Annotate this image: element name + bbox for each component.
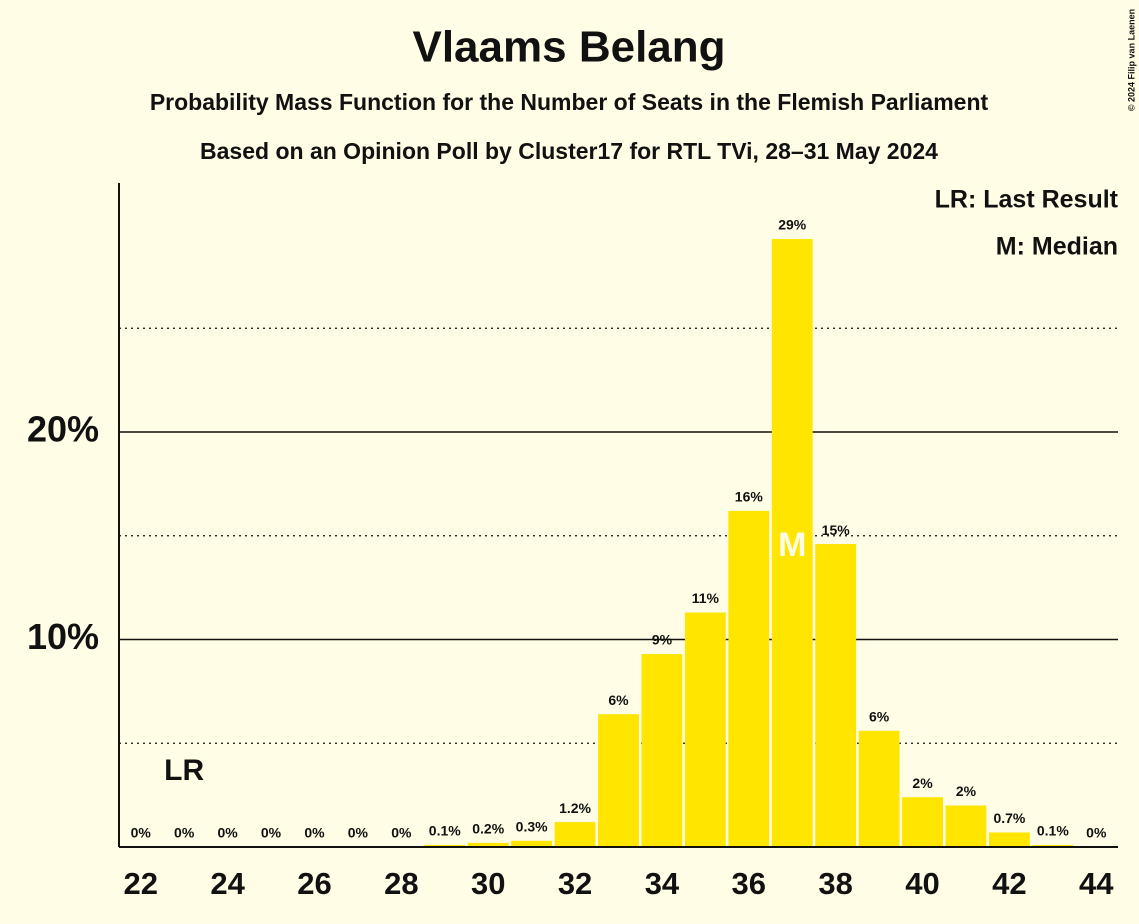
x-tick-label: 44 xyxy=(1079,866,1114,901)
bar xyxy=(554,822,596,847)
bar xyxy=(1032,844,1074,847)
data-label: 0.3% xyxy=(516,818,548,834)
data-label: 0.7% xyxy=(993,810,1025,826)
x-tick-label: 26 xyxy=(297,866,331,901)
data-label: 0% xyxy=(348,825,369,841)
x-tick-label: 28 xyxy=(384,866,418,901)
data-label: 9% xyxy=(652,632,673,648)
copyright: © 2024 Filip van Laenen xyxy=(1126,9,1136,111)
bar xyxy=(902,797,943,847)
bar xyxy=(424,844,466,847)
data-label: 0% xyxy=(261,825,282,841)
bar xyxy=(511,840,553,847)
data-label: 0% xyxy=(1086,825,1107,841)
data-label: 2% xyxy=(956,783,977,799)
data-label: 0% xyxy=(391,825,412,841)
x-tick-label: 24 xyxy=(210,866,245,901)
data-label: 0.2% xyxy=(472,821,504,837)
bar xyxy=(815,544,857,847)
data-label: 15% xyxy=(822,522,851,538)
bar xyxy=(728,510,770,847)
x-tick-label: 32 xyxy=(558,866,592,901)
data-label: 1.2% xyxy=(559,800,591,816)
bar xyxy=(858,730,900,847)
data-label: 0% xyxy=(304,825,325,841)
chart-title: Vlaams Belang xyxy=(412,23,725,72)
chart-subtitle: Based on an Opinion Poll by Cluster17 fo… xyxy=(200,138,938,164)
legend-entry: M: Median xyxy=(996,233,1118,261)
x-tick-label: 42 xyxy=(992,866,1026,901)
data-label: 11% xyxy=(692,590,720,606)
x-tick-label: 22 xyxy=(123,866,157,901)
data-label: 0% xyxy=(174,825,195,841)
data-label: 6% xyxy=(869,709,890,725)
data-label: 0% xyxy=(217,825,238,841)
bar xyxy=(641,654,683,847)
data-label: 0.1% xyxy=(1037,823,1069,839)
bar xyxy=(988,832,1030,847)
x-tick-label: 38 xyxy=(818,866,852,901)
x-tick-label: 30 xyxy=(471,866,505,901)
data-label: 29% xyxy=(778,217,807,233)
data-label: 0.1% xyxy=(429,823,461,839)
legend-entry: LR: Last Result xyxy=(935,186,1119,214)
x-tick-label: 34 xyxy=(645,866,680,901)
x-tick-label: 40 xyxy=(905,866,939,901)
bar xyxy=(467,842,509,847)
bar xyxy=(684,612,726,847)
data-label: 2% xyxy=(912,775,933,791)
bar xyxy=(598,714,639,847)
data-label: 16% xyxy=(735,489,764,505)
data-label: 6% xyxy=(608,692,629,708)
last-result-marker: LR xyxy=(164,754,204,787)
y-tick-label: 20% xyxy=(27,409,99,450)
median-marker: M xyxy=(778,526,806,564)
y-tick-label: 10% xyxy=(27,616,99,657)
data-label: 0% xyxy=(131,825,152,841)
chart-subtitle: Probability Mass Function for the Number… xyxy=(150,89,989,115)
bar xyxy=(771,239,813,847)
bar xyxy=(945,805,987,847)
x-tick-label: 36 xyxy=(732,866,766,901)
